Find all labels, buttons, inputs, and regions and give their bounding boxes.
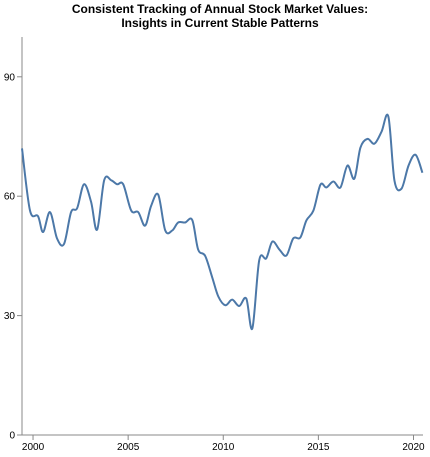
y-tick-label: 30 bbox=[4, 311, 16, 322]
chart-title: Insights in Current Stable Patterns bbox=[121, 16, 319, 30]
x-tick-label: 2000 bbox=[22, 442, 45, 453]
y-tick-label: 60 bbox=[4, 192, 16, 203]
x-tick-label: 2005 bbox=[117, 442, 140, 453]
line bbox=[21, 113, 424, 331]
y-tick-label: 90 bbox=[4, 72, 16, 83]
x-tick-label: 2010 bbox=[212, 442, 235, 453]
x-tick-label: 2020 bbox=[402, 442, 425, 453]
x-tick-label: 2015 bbox=[307, 442, 330, 453]
y-tick-label: 0 bbox=[9, 431, 15, 442]
chart-title: Consistent Tracking of Annual Stock Mark… bbox=[72, 2, 368, 16]
